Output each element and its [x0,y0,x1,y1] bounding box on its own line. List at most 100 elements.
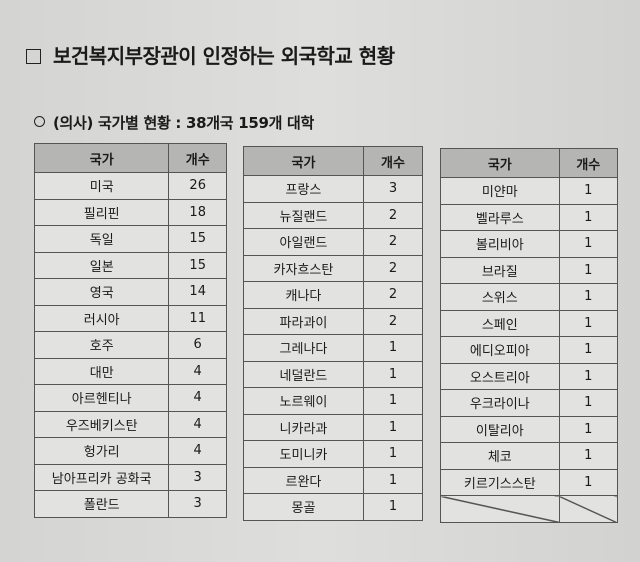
table-header: 국가 개수 [440,148,619,178]
table-row: 미국 26 [33,172,227,200]
count-cell: 26 [168,172,227,200]
table-row: 볼리비아 1 [440,230,619,258]
table-row: 몽골 1 [243,493,424,521]
country-cell: 캐나다 [243,281,364,309]
country-table-1: 국가 개수 미국 26 필리핀 18 독일 15 일본 15 영국 14 러시아 11 호주 6 대만 4 아르헨티… [33,143,227,518]
country-cell: 브라질 [440,256,560,284]
table-row: 이탈리아 1 [440,415,619,443]
country-cell: 키르기스스탄 [440,468,560,496]
count-cell: 3 [168,490,227,518]
count-cell: 4 [168,437,227,465]
country-cell: 독일 [33,225,170,253]
circle-bullet-icon [34,116,45,127]
country-cell: 체코 [440,442,560,470]
table-row: 파라과이 2 [243,307,424,335]
count-cell: 1 [558,203,619,231]
table-row: 헝가리 4 [33,437,227,465]
table-row: 일본 15 [33,251,227,279]
table-row: 노르웨이 1 [243,387,424,415]
empty-cell [440,495,560,523]
count-cell: 3 [362,175,424,203]
country-cell: 남아프리카 공화국 [33,463,170,491]
table-row: 카자흐스탄 2 [243,254,424,282]
count-cell: 1 [558,468,619,496]
country-table-2: 국가 개수 프랑스 3 뉴질랜드 2 아일랜드 2 카자흐스탄 2 캐나다 2 파라과이 2 그레나다 1 네덜… [243,146,424,521]
count-cell: 1 [362,334,424,362]
country-cell: 폴란드 [33,490,170,518]
count-cell: 15 [168,225,227,253]
table-row: 체코 1 [440,442,619,470]
count-cell: 14 [168,278,227,306]
country-cell: 파라과이 [243,307,364,335]
count-cell: 1 [558,283,619,311]
country-cell: 르완다 [243,466,364,494]
table-row: 아르헨티나 4 [33,384,227,412]
count-cell: 2 [362,307,424,335]
country-cell: 우크라이나 [440,389,560,417]
count-cell: 1 [558,309,619,337]
table-header: 국가 개수 [33,143,227,173]
country-cell: 카자흐스탄 [243,254,364,282]
country-cell: 스페인 [440,309,560,337]
subtitle-text: (의사) 국가별 현황 : 38개국 159개 대학 [53,114,315,132]
count-cell: 6 [168,331,227,359]
count-cell: 2 [362,281,424,309]
country-cell: 아르헨티나 [33,384,170,412]
country-cell: 대만 [33,357,170,385]
table-row: 독일 15 [33,225,227,253]
country-cell: 프랑스 [243,175,364,203]
country-cell: 아일랜드 [243,228,364,256]
count-cell: 1 [362,413,424,441]
count-cell: 1 [558,415,619,443]
country-cell: 오스트리아 [440,362,560,390]
count-cell: 4 [168,357,227,385]
title-text: 보건복지부장관이 인정하는 외국학교 현황 [53,44,395,68]
count-cell: 2 [362,228,424,256]
country-cell: 에디오피아 [440,336,560,364]
table-row: 니카라과 1 [243,413,424,441]
page-title: 보건복지부장관이 인정하는 외국학교 현황 [26,40,395,69]
table-row: 뉴질랜드 2 [243,201,424,229]
table-row: 우즈베키스탄 4 [33,410,227,438]
country-cell: 호주 [33,331,170,359]
header-country: 국가 [440,148,560,178]
country-cell: 뉴질랜드 [243,201,364,229]
count-cell: 11 [168,304,227,332]
country-cell: 이탈리아 [440,415,560,443]
country-cell: 몽골 [243,493,364,521]
country-cell: 도미니카 [243,440,364,468]
header-country: 국가 [243,146,364,176]
header-count: 개수 [168,143,227,173]
count-cell: 3 [168,463,227,491]
table-row: 오스트리아 1 [440,362,619,390]
count-cell: 15 [168,251,227,279]
country-cell: 볼리비아 [440,230,560,258]
country-cell: 필리핀 [33,198,170,226]
table-row: 호주 6 [33,331,227,359]
count-cell: 2 [362,254,424,282]
country-cell: 미국 [33,172,170,200]
count-cell: 1 [558,442,619,470]
table-row: 에디오피아 1 [440,336,619,364]
table-row: 캐나다 2 [243,281,424,309]
count-cell: 4 [168,410,227,438]
table-row: 남아프리카 공화국 3 [33,463,227,491]
count-cell: 1 [362,466,424,494]
table-row: 르완다 1 [243,466,424,494]
count-cell: 1 [558,177,619,205]
count-cell: 1 [558,230,619,258]
empty-cell [558,495,619,523]
table-row: 미얀마 1 [440,177,619,205]
table-row: 영국 14 [33,278,227,306]
section-subtitle: (의사) 국가별 현황 : 38개국 159개 대학 [34,112,314,133]
count-cell: 1 [558,389,619,417]
count-cell: 2 [362,201,424,229]
table-row: 도미니카 1 [243,440,424,468]
table-row: 스위스 1 [440,283,619,311]
count-cell: 1 [362,493,424,521]
country-cell: 벨라루스 [440,203,560,231]
table-row: 키르기스스탄 1 [440,468,619,496]
empty-row [440,495,619,523]
count-cell: 4 [168,384,227,412]
table-row: 스페인 1 [440,309,619,337]
